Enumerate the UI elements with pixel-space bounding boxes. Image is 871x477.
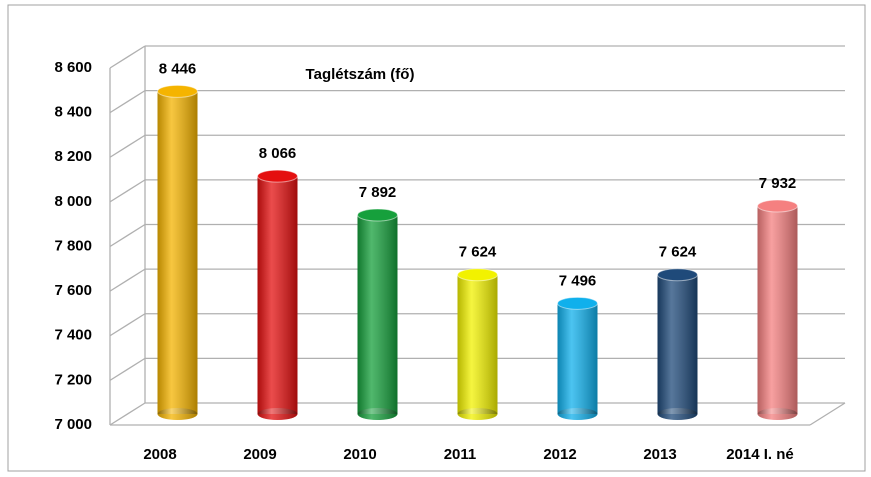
- bar-top: [357, 208, 398, 222]
- floor-right: [809, 402, 846, 426]
- y-tick-label: 8 400: [54, 104, 92, 121]
- value-label: 7 892: [359, 184, 397, 201]
- y-tick-label: 7 800: [54, 237, 92, 254]
- grid-diagonal: [109, 268, 146, 292]
- bar-top: [157, 84, 198, 98]
- value-label: 8 446: [159, 60, 197, 77]
- y-tick-label: 8 200: [54, 148, 92, 165]
- y-tick-label: 8 600: [54, 59, 92, 76]
- y-tick-label: 7 200: [54, 371, 92, 388]
- y-tick-label: 8 000: [54, 193, 92, 210]
- value-label: 7 624: [459, 244, 497, 261]
- x-tick-label: 2013: [643, 446, 676, 463]
- bar-shade: [157, 91, 198, 414]
- x-tick-label: 2009: [243, 446, 276, 463]
- y-tick-label: 7 400: [54, 327, 92, 344]
- bar-bottom-shade: [357, 408, 398, 420]
- bar-shade: [257, 176, 298, 414]
- bar-top: [257, 169, 298, 183]
- grid-diagonal: [109, 313, 146, 337]
- bar-shade: [457, 274, 498, 414]
- bar-bottom-shade: [557, 408, 598, 420]
- grid-diagonal: [109, 223, 146, 248]
- grid-diagonal: [109, 90, 146, 114]
- y-tick-label: 7 000: [54, 416, 92, 433]
- grid-diagonal: [109, 357, 146, 381]
- bar-bottom-shade: [257, 408, 298, 420]
- x-tick-label: 2012: [543, 446, 576, 463]
- chart-title: Taglétszám (fő): [306, 66, 415, 83]
- bar-top: [557, 296, 598, 310]
- value-label: 7 624: [659, 244, 697, 261]
- value-label: 8 066: [259, 145, 297, 162]
- value-label: 7 496: [559, 272, 597, 289]
- bars: [157, 84, 798, 420]
- value-label: 7 932: [759, 175, 797, 192]
- x-tick-label: 2014 I. né: [726, 446, 794, 463]
- x-tick-label: 2010: [343, 446, 376, 463]
- bar-top: [757, 199, 798, 213]
- bar-bottom-shade: [457, 408, 498, 420]
- y-tick-label: 7 600: [54, 282, 92, 299]
- x-tick-label: 2011: [444, 446, 477, 463]
- bar-shade: [657, 274, 698, 414]
- bar-bottom-shade: [157, 408, 198, 420]
- bar-bottom-shade: [757, 408, 798, 420]
- grid-diagonal: [109, 45, 146, 69]
- bar-shade: [557, 303, 598, 414]
- x-tick-label: 2008: [143, 446, 176, 463]
- bar-top: [457, 268, 498, 282]
- title-bg: [262, 62, 462, 88]
- bar-top: [657, 268, 698, 282]
- bar-shade: [757, 206, 798, 414]
- grid-diagonal: [109, 179, 146, 203]
- grid-diagonal: [109, 134, 146, 158]
- bar-shade: [357, 214, 398, 414]
- bar-bottom-shade: [657, 408, 698, 420]
- grid-diagonal: [109, 402, 146, 426]
